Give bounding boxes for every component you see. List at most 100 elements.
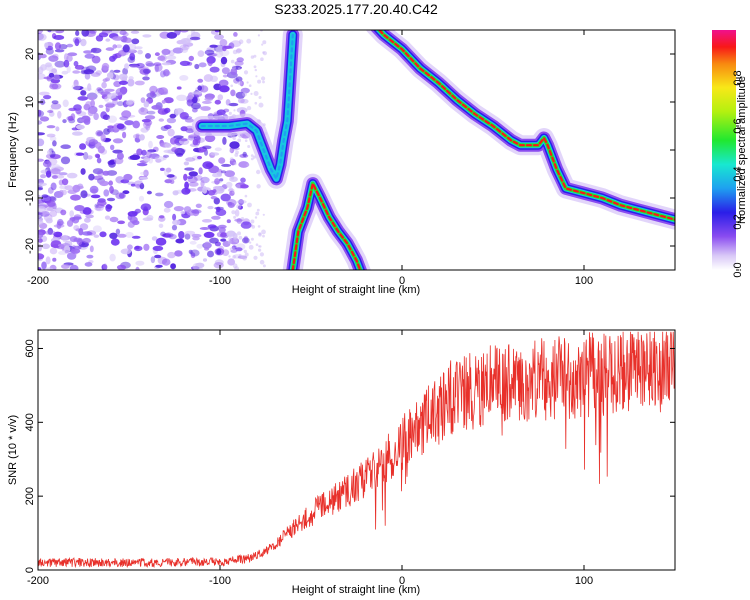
noise-speckle — [53, 35, 65, 40]
noise-speckle — [229, 149, 233, 153]
noise-speckle — [163, 91, 169, 95]
noise-speckle — [96, 157, 102, 164]
spectrogram-x-tick-label: -200 — [27, 275, 49, 287]
noise-speckle — [163, 124, 172, 130]
noise-speckle — [52, 74, 60, 81]
noise-speckle — [257, 225, 261, 228]
noise-speckle — [191, 233, 202, 238]
noise-speckle — [71, 244, 77, 253]
noise-speckle — [255, 211, 260, 216]
noise-speckle — [38, 238, 43, 243]
noise-speckle — [122, 44, 130, 53]
noise-speckle — [170, 263, 177, 270]
noise-speckle — [50, 168, 61, 175]
noise-speckle — [45, 256, 51, 265]
noise-speckle — [154, 64, 159, 73]
noise-speckle — [223, 45, 232, 49]
noise-speckle — [60, 144, 71, 149]
noise-speckle — [143, 101, 150, 108]
noise-speckle — [242, 151, 247, 157]
noise-speckle — [119, 116, 129, 121]
noise-speckle — [50, 103, 62, 110]
noise-speckle — [158, 87, 169, 95]
noise-speckle — [157, 215, 166, 222]
noise-speckle — [155, 237, 167, 246]
noise-speckle — [54, 60, 66, 68]
noise-speckle — [38, 132, 45, 136]
noise-speckle — [101, 81, 107, 89]
noise-speckle — [87, 83, 92, 92]
noise-speckle — [38, 120, 43, 125]
noise-speckle — [134, 180, 143, 186]
noise-speckle — [164, 179, 172, 184]
noise-speckle — [107, 160, 115, 166]
noise-speckle — [190, 30, 196, 36]
noise-speckle — [112, 44, 117, 49]
noise-speckle — [49, 83, 59, 90]
colorbar-tick-label: 0.8 — [732, 70, 744, 85]
noise-speckle — [238, 98, 245, 104]
noise-speckle — [218, 85, 230, 93]
noise-speckle — [230, 40, 242, 48]
noise-speckle — [256, 184, 261, 189]
noise-speckle — [134, 80, 145, 86]
noise-speckle — [233, 32, 238, 37]
noise-speckle — [155, 158, 162, 163]
noise-speckle — [162, 155, 167, 161]
snr-x-tick-label: 0 — [399, 575, 405, 587]
spectrogram-y-tick-label: 0 — [24, 147, 36, 153]
noise-speckle — [61, 70, 69, 75]
noise-speckle — [112, 36, 124, 41]
noise-speckle — [167, 251, 176, 259]
colorbar-tick-label: 0.4 — [732, 166, 744, 181]
noise-speckle — [53, 231, 63, 238]
noise-speckle — [41, 261, 47, 270]
noise-speckle — [172, 213, 177, 221]
noise-speckle — [200, 106, 211, 111]
noise-speckle — [181, 46, 189, 53]
noise-speckle — [135, 266, 140, 270]
snr-y-tick-label: 0 — [24, 567, 36, 573]
noise-speckle — [47, 227, 54, 235]
noise-speckle — [132, 120, 140, 129]
noise-speckle — [142, 34, 152, 38]
noise-speckle — [118, 193, 125, 199]
noise-speckle — [247, 202, 252, 208]
noise-speckle — [135, 260, 145, 266]
noise-speckle — [140, 97, 146, 103]
noise-speckle — [230, 68, 238, 76]
noise-speckle — [212, 173, 222, 178]
noise-speckle — [216, 109, 226, 116]
noise-speckle — [132, 220, 140, 226]
noise-speckle — [204, 134, 216, 143]
noise-speckle — [258, 96, 262, 99]
noise-speckle — [109, 253, 116, 262]
noise-speckle — [97, 170, 104, 177]
noise-speckle — [60, 209, 67, 216]
noise-speckle — [109, 185, 114, 194]
noise-speckle — [38, 138, 45, 147]
noise-speckle — [258, 102, 264, 108]
noise-speckle — [192, 263, 201, 270]
noise-speckle — [121, 110, 132, 119]
noise-speckle — [179, 60, 191, 66]
noise-speckle — [155, 264, 163, 268]
noise-speckle — [183, 173, 188, 181]
noise-speckle — [76, 124, 85, 130]
noise-speckle — [88, 139, 98, 145]
noise-speckle — [247, 145, 251, 148]
noise-speckle — [66, 65, 71, 73]
noise-speckle — [103, 189, 110, 197]
spectrogram-plot-area — [38, 30, 675, 270]
noise-speckle — [197, 78, 204, 83]
noise-speckle — [179, 44, 190, 51]
noise-speckle — [233, 109, 236, 112]
noise-speckle — [240, 221, 252, 229]
noise-speckle — [172, 219, 181, 226]
noise-speckle — [184, 118, 194, 123]
noise-speckle — [248, 244, 254, 250]
noise-speckle — [122, 32, 129, 37]
noise-speckle — [244, 139, 248, 142]
noise-speckle — [87, 109, 94, 117]
noise-speckle — [202, 145, 212, 150]
